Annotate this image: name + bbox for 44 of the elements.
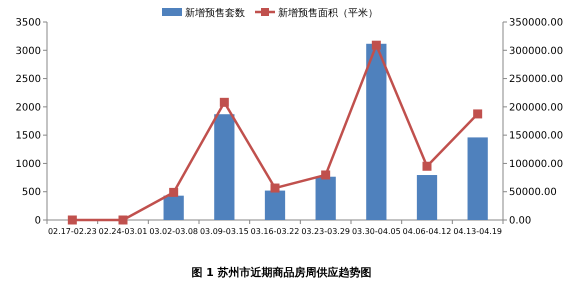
bar <box>366 44 386 220</box>
point <box>270 184 280 193</box>
y-tick-label: 1000 <box>16 158 41 170</box>
y2-tick-label: 350000.00 <box>509 18 563 28</box>
y2-tick-label: 150000.00 <box>509 130 563 142</box>
point <box>118 216 128 224</box>
x-tick-label: 03.16-03.22 <box>250 227 300 236</box>
y2-tick-label: 0.00 <box>509 216 532 226</box>
point <box>68 216 77 224</box>
legend-label: 新增预售面积（平米） <box>278 7 378 19</box>
point <box>473 109 482 118</box>
y2-tick-label: 250000.00 <box>509 74 563 86</box>
x-tick-label: 03.02-03.08 <box>149 227 198 236</box>
y-tick-label: 2500 <box>16 74 41 86</box>
bar <box>316 176 336 220</box>
x-tick-label: 04.13-04.19 <box>453 227 502 236</box>
text: 图 1 苏州市近期商品房周供应趋势图 <box>191 266 372 279</box>
y2-tick-label: 300000.00 <box>509 46 563 57</box>
bar <box>468 137 488 220</box>
y2-tick-label: 200000.00 <box>509 102 563 114</box>
x-tick-label: 03.30-04.05 <box>352 227 401 236</box>
y-tick-label: 3000 <box>16 46 41 57</box>
x-tick-label: 04.06-04.12 <box>402 227 452 236</box>
x-tick-label: 02.17-02.23 <box>48 227 97 236</box>
point <box>372 40 381 50</box>
y2-tick-label: 50000.00 <box>509 187 557 198</box>
x-tick-label: 02.24-03.01 <box>98 227 148 236</box>
point <box>321 170 330 180</box>
y-tick-label: 3500 <box>16 18 41 28</box>
point <box>220 98 229 107</box>
bar <box>164 196 184 220</box>
bar <box>264 190 286 220</box>
x-tick-label: 03.09-03.15 <box>200 227 249 236</box>
point <box>422 162 432 171</box>
x-tick-label: 03.23-03.29 <box>301 227 350 236</box>
point <box>169 188 178 197</box>
y-tick-label: 500 <box>22 187 41 198</box>
y-tick-label: 0 <box>34 216 41 226</box>
bar <box>214 114 234 220</box>
y-tick-label: 2000 <box>16 102 41 114</box>
y-tick-label: 1500 <box>16 130 41 142</box>
bar <box>416 175 438 220</box>
legend-label: 新增预售套数 <box>185 7 245 19</box>
y2-tick-label: 100000.00 <box>509 158 563 170</box>
